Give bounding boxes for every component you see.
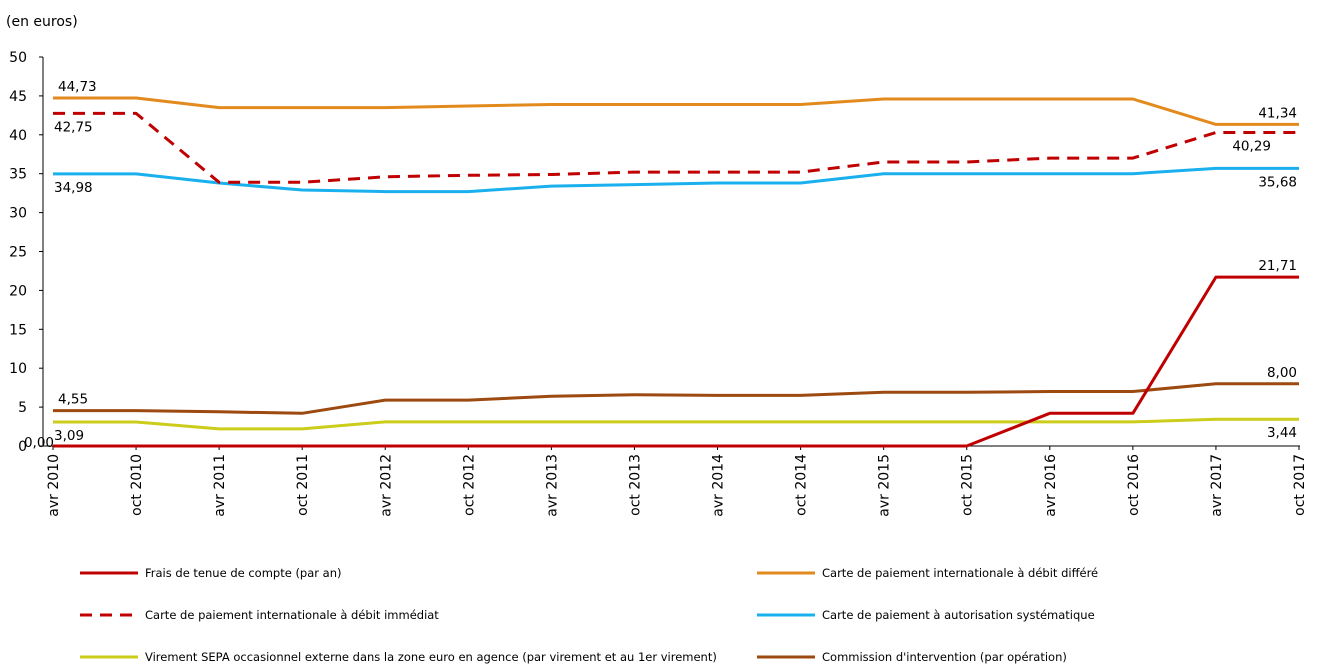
- x-tick-label: oct 2015: [960, 454, 976, 516]
- data-label: 0,00: [24, 435, 54, 451]
- data-label: 21,71: [1258, 258, 1297, 274]
- data-label: 3,09: [54, 428, 84, 444]
- series-lines: [53, 96, 1299, 448]
- data-label: 40,29: [1232, 139, 1271, 155]
- x-tick-label: avr 2012: [378, 454, 394, 517]
- series-line-0: [53, 275, 1299, 448]
- series-line-1: [53, 96, 1299, 126]
- y-tick-label: 45: [9, 89, 27, 105]
- series-line-3: [53, 166, 1299, 194]
- data-label: 42,75: [54, 119, 93, 135]
- x-tick-label: avr 2017: [1209, 454, 1225, 517]
- series-line-5: [53, 382, 1299, 415]
- y-tick-label: 15: [9, 322, 27, 338]
- data-label: 41,34: [1258, 105, 1297, 121]
- x-tick-label: oct 2011: [295, 454, 311, 516]
- x-tick-label: avr 2014: [711, 454, 727, 517]
- series-line-2: [53, 111, 1299, 184]
- legend-label: Frais de tenue de compte (par an): [145, 566, 342, 580]
- y-tick-label: 10: [9, 361, 27, 377]
- unit-label: (en euros): [6, 14, 78, 30]
- axes: 0 5 10 15 20 25 30 35 40 45 50 avr 2010 oct 2010 avr …: [9, 50, 1308, 517]
- x-tick-label: oct 2010: [129, 454, 145, 516]
- legend-label: Virement SEPA occasionnel externe dans l…: [145, 650, 717, 664]
- x-tick-label: oct 2013: [627, 454, 643, 516]
- y-tick-label: 50: [9, 50, 27, 66]
- data-label: 35,68: [1258, 174, 1297, 190]
- x-tick-label: oct 2012: [461, 454, 477, 516]
- data-label: 4,55: [58, 392, 88, 408]
- y-tick-label: 5: [18, 400, 27, 416]
- data-label: 34,98: [54, 180, 93, 196]
- legend: Frais de tenue de compte (par an) Carte d…: [80, 566, 1098, 664]
- legend-label: Carte de paiement internationale à débit…: [822, 566, 1098, 580]
- y-tick-label: 0: [18, 439, 27, 455]
- y-tick-label: 25: [9, 245, 27, 261]
- y-tick-label: 30: [9, 206, 27, 222]
- x-tick-label: oct 2014: [794, 454, 810, 516]
- data-labels: 0,00 21,71 44,73 41,34 42,75 40,29 34,98 35,68 3…: [24, 79, 1297, 451]
- x-tick-label: oct 2016: [1126, 454, 1142, 516]
- x-tick-label: avr 2011: [212, 454, 228, 517]
- data-label: 8,00: [1267, 365, 1297, 381]
- y-tick-label: 35: [9, 167, 27, 183]
- x-tick-label: avr 2010: [46, 454, 62, 517]
- x-tick-label: avr 2013: [544, 454, 560, 517]
- data-label: 3,44: [1267, 425, 1297, 441]
- y-tick-label: 40: [9, 128, 27, 144]
- x-tick-label: avr 2015: [877, 454, 893, 517]
- y-tick-label: 20: [9, 283, 27, 299]
- x-tick-label: oct 2017: [1292, 454, 1308, 516]
- legend-label: Commission d'intervention (par opération…: [822, 650, 1067, 664]
- data-label: 44,73: [58, 79, 97, 95]
- legend-label: Carte de paiement à autorisation systéma…: [822, 608, 1095, 622]
- x-tick-label: avr 2016: [1043, 454, 1059, 517]
- series-line-4: [53, 417, 1299, 431]
- legend-label: Carte de paiement internationale à débit…: [145, 608, 439, 622]
